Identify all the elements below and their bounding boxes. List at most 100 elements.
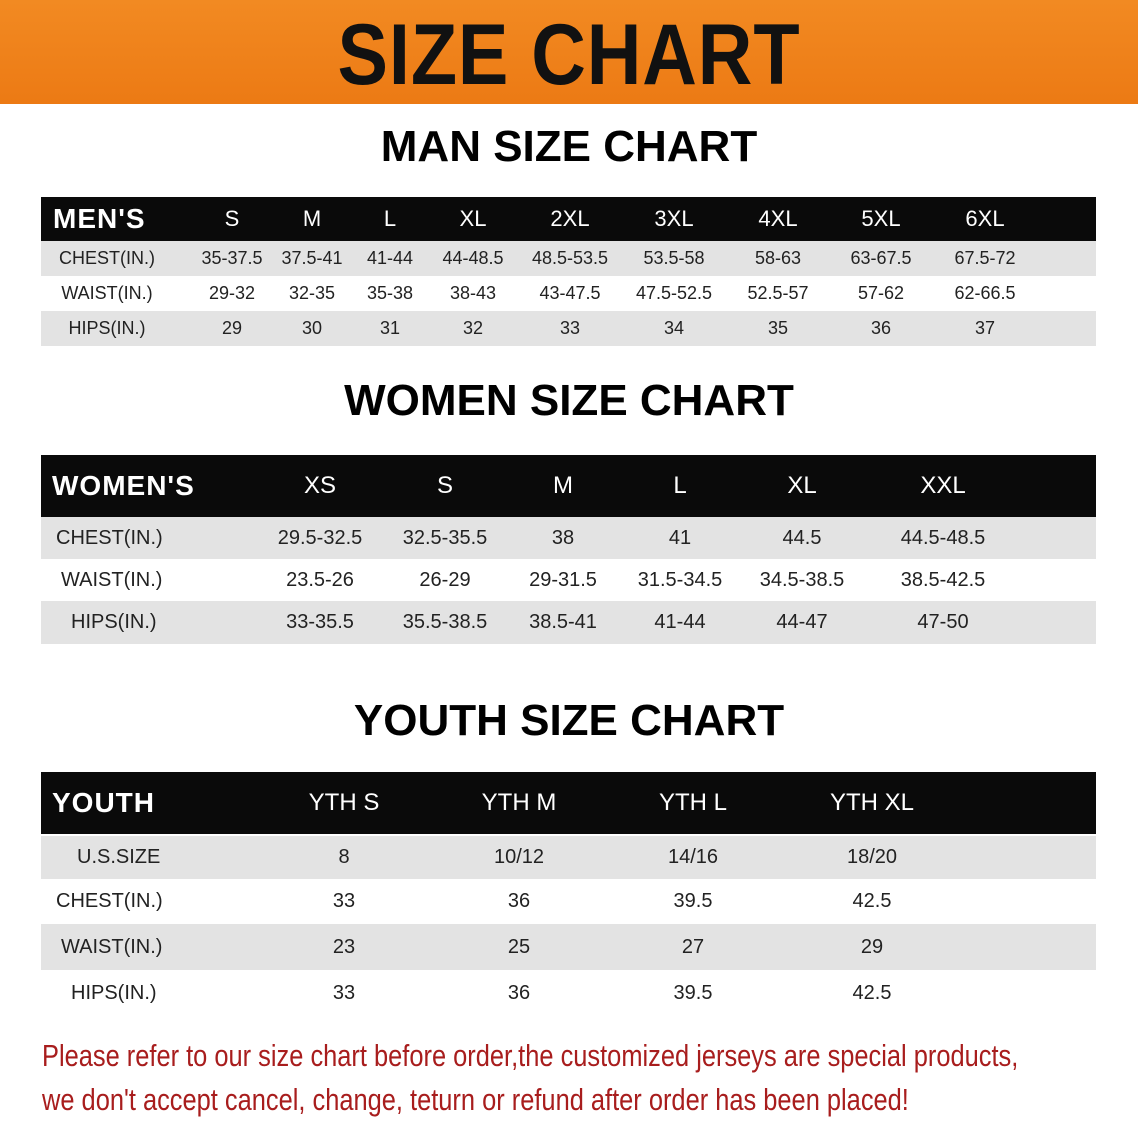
size-header-xxl: XXL (920, 472, 966, 499)
men-section-title: MAN SIZE CHART (380, 122, 758, 171)
size-value: 29 (221, 318, 243, 338)
size-value: 36 (507, 890, 531, 912)
row-label: U.S.SIZE (77, 846, 161, 868)
size-value: 42.5 (852, 981, 892, 1004)
row-label: HIPS(IN.) (71, 981, 157, 1004)
size-value: 35-37.5 (201, 248, 263, 268)
size-header-s: S (224, 206, 240, 231)
youth-header-label: YOUTH (52, 787, 155, 818)
men-row-hipsin: HIPS(IN.) 29 30 31 32 33 34 35 36 37 (41, 311, 1096, 346)
men-header-label: MEN'S (53, 203, 146, 234)
youth-section-title: YOUTH SIZE CHART (353, 696, 785, 745)
size-value: 33-35.5 (286, 611, 354, 633)
size-value: 38-43 (449, 283, 497, 303)
youth-row-hipsin: HIPS(IN.) 33 36 39.5 42.5 (41, 970, 1096, 1016)
size-header-s: S (436, 472, 453, 499)
size-value: 26-29 (419, 568, 471, 591)
size-header-yth-l: YTH L (658, 789, 727, 816)
size-value: 35-38 (366, 283, 414, 303)
youth-size-table: YOUTH YTH S YTH M YTH L YTH XL U.S.SIZE 8 10/12… (41, 772, 1096, 1016)
size-value: 47-50 (917, 611, 969, 633)
size-value: 23 (332, 935, 356, 958)
size-value: 47.5-52.5 (635, 283, 713, 303)
size-header-5xl: 5XL (861, 206, 901, 231)
size-value: 44-47 (776, 611, 828, 633)
size-value: 37.5-41 (281, 248, 343, 268)
men-header-row: MEN'S S M L XL 2XL 3XL 4XL 5XL 6XL (41, 197, 1096, 241)
size-value: 53.5-58 (643, 248, 705, 268)
size-value: 38.5-42.5 (900, 568, 986, 591)
size-value: 43-47.5 (539, 283, 601, 303)
size-header-xl: XL (459, 206, 487, 231)
policy-note-line-2: we don't accept cancel, change, teturn o… (42, 1082, 909, 1117)
men-row-waistin: WAIST(IN.) 29-32 32-35 35-38 38-43 43-47.5 47.… (41, 276, 1096, 311)
size-value: 41-44 (366, 248, 414, 268)
size-value: 29-32 (208, 283, 256, 303)
size-value: 33 (559, 318, 581, 338)
size-value: 23.5-26 (286, 568, 354, 591)
size-value: 35 (767, 318, 789, 338)
women-row-waistin: WAIST(IN.) 23.5-26 26-29 29-31.5 31.5-34.5 34… (41, 559, 1096, 601)
women-row-hipsin: HIPS(IN.) 33-35.5 35.5-38.5 38.5-41 41-44 44-… (41, 601, 1096, 644)
size-value: 63-67.5 (850, 248, 912, 268)
size-value: 38 (551, 526, 575, 549)
size-header-6xl: 6XL (965, 206, 1005, 231)
size-header-3xl: 3XL (654, 206, 694, 231)
row-label: CHEST(IN.) (59, 248, 155, 268)
youth-row-waistin: WAIST(IN.) 23 25 27 29 (41, 924, 1096, 970)
women-row-chestin: CHEST(IN.) 29.5-32.5 32.5-35.5 38 41 44.5 44.5… (41, 517, 1096, 559)
row-label: CHEST(IN.) (56, 890, 163, 912)
row-label: WAIST(IN.) (61, 283, 153, 303)
size-value: 34.5-38.5 (759, 568, 845, 591)
size-value: 52.5-57 (747, 283, 809, 303)
size-value: 42.5 (852, 890, 892, 912)
size-value: 29 (860, 935, 884, 958)
size-value: 57-62 (857, 283, 905, 303)
size-value: 48.5-53.5 (531, 248, 609, 268)
women-header-row: WOMEN'S XS S M L XL XXL (41, 455, 1096, 517)
size-value: 18/20 (846, 846, 898, 868)
size-value: 30 (301, 318, 323, 338)
size-value: 31.5-34.5 (637, 568, 723, 591)
size-header-4xl: 4XL (758, 206, 798, 231)
size-value: 35.5-38.5 (402, 611, 488, 633)
policy-note-line-1: Please refer to our size chart before or… (42, 1038, 1019, 1073)
size-header-yth-s: YTH S (308, 789, 380, 816)
size-value: 32.5-35.5 (402, 526, 488, 549)
size-value: 41-44 (654, 611, 706, 633)
size-header-m: M (302, 206, 322, 231)
size-header-l: L (383, 206, 397, 231)
size-value: 44.5 (782, 526, 822, 549)
size-value: 44-48.5 (442, 248, 504, 268)
size-header-yth-m: YTH M (481, 789, 557, 816)
size-value: 29-31.5 (529, 568, 597, 591)
size-value: 32 (462, 318, 484, 338)
size-value: 58-63 (754, 248, 802, 268)
size-value: 62-66.5 (954, 283, 1016, 303)
size-value: 33 (332, 890, 356, 912)
size-chart-banner: SIZE CHART (0, 0, 1138, 104)
size-value: 41 (668, 526, 692, 549)
size-header-xl: XL (787, 472, 817, 499)
youth-header-row: YOUTH YTH S YTH M YTH L YTH XL (41, 772, 1096, 834)
size-header-2xl: 2XL (550, 206, 590, 231)
women-size-table: WOMEN'S XS S M L XL XXL CHEST(IN.) 29.5-32.5 32.5… (41, 455, 1096, 645)
size-value: 38.5-41 (529, 611, 597, 633)
size-value: 36 (870, 318, 892, 338)
size-value: 36 (507, 981, 531, 1004)
size-value: 39.5 (673, 981, 713, 1004)
youth-row-ussize: U.S.SIZE 8 10/12 14/16 18/20 (41, 836, 1096, 879)
row-label: WAIST(IN.) (61, 568, 163, 591)
size-value: 27 (681, 935, 705, 958)
size-value: 8 (338, 846, 350, 868)
row-label: HIPS(IN.) (68, 318, 146, 338)
size-value: 67.5-72 (954, 248, 1016, 268)
size-value: 33 (332, 981, 356, 1004)
size-value: 29.5-32.5 (277, 526, 363, 549)
men-row-chestin: CHEST(IN.) 35-37.5 37.5-41 41-44 44-48.5 48.5… (41, 241, 1096, 276)
size-value: 44.5-48.5 (900, 526, 986, 549)
row-label: CHEST(IN.) (56, 526, 163, 549)
size-header-xs: XS (303, 472, 336, 499)
youth-row-chestin: CHEST(IN.) 33 36 39.5 42.5 (41, 879, 1096, 924)
banner-title: SIZE CHART (337, 7, 801, 103)
